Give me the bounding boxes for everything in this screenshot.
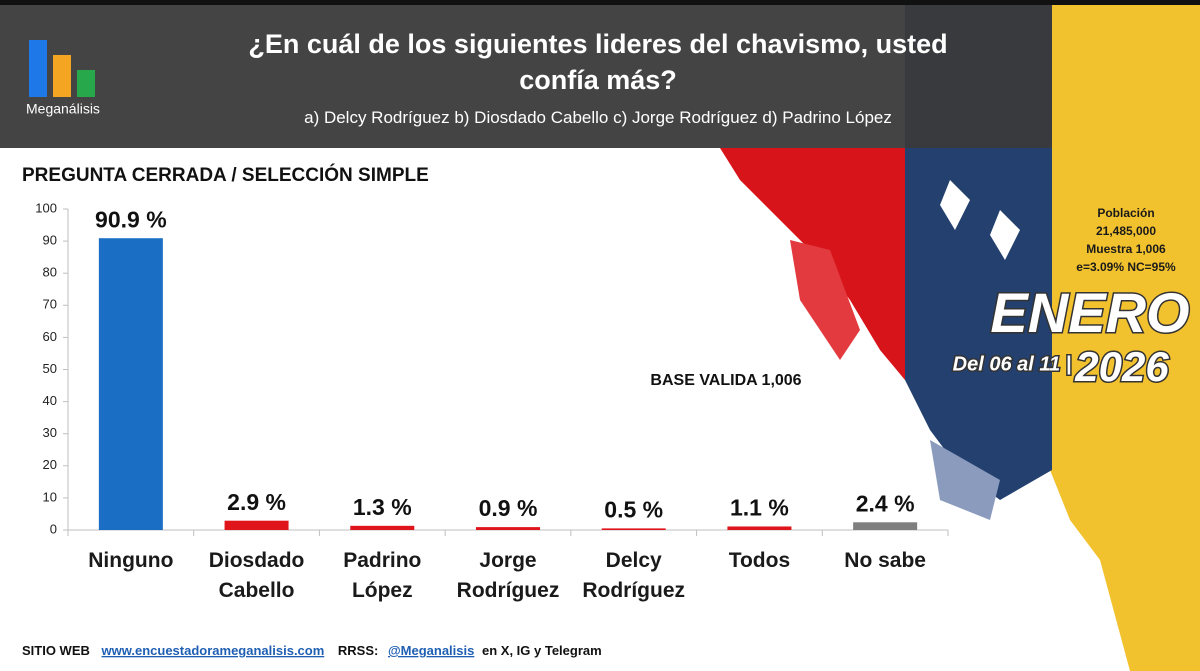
annotation: BASE VALIDA 1,006 — [650, 372, 801, 389]
value-label: 2.9 % — [227, 489, 286, 515]
bar — [727, 526, 792, 530]
y-tick-label: 100 — [35, 200, 57, 215]
x-tick-label: No sabe — [844, 549, 926, 572]
value-label: 1.3 % — [353, 494, 412, 520]
info-line: Población — [1097, 206, 1154, 220]
y-tick-label: 90 — [43, 233, 57, 248]
footer-text: en X, IG y Telegram — [482, 643, 602, 658]
bar — [350, 525, 415, 530]
period-dates: Del 06 al 11 | — [953, 353, 1072, 375]
info-line: 21,485,000 — [1096, 224, 1156, 238]
bar — [98, 238, 163, 530]
x-tick-label: Ninguno — [88, 549, 174, 572]
header-subtitle: a) Delcy Rodríguez b) Diosdado Cabello c… — [304, 108, 892, 127]
bar — [224, 520, 289, 530]
x-tick-label: Padrino López — [343, 549, 422, 602]
logo-icon — [29, 40, 95, 97]
y-tick-label: 70 — [43, 297, 57, 312]
bar — [476, 527, 540, 530]
info-line: Muestra 1,006 — [1086, 242, 1166, 256]
y-tick-label: 0 — [50, 521, 57, 536]
y-tick-label: 60 — [43, 329, 57, 344]
x-tick-label: Diosdado Cabello — [208, 549, 305, 602]
info-box: Población 21,485,000 Muestra 1,006 e=3.09% … — [1076, 206, 1176, 274]
footer: SITIO WEB www.encuestadorameganalisis.co… — [22, 643, 602, 658]
y-tick-label: 40 — [43, 393, 57, 408]
footer-link[interactable]: www.encuestadorameganalisis.com — [101, 643, 325, 658]
header-band — [0, 5, 1052, 148]
bar — [853, 522, 918, 530]
period-month: ENERO — [990, 281, 1189, 344]
value-label: 90.9 % — [95, 206, 167, 232]
y-tick-label: 30 — [43, 425, 57, 440]
x-tick-label: Jorge Rodríguez — [456, 549, 560, 602]
y-tick-label: 20 — [43, 457, 57, 472]
chart-title: PREGUNTA CERRADA / SELECCIÓN SIMPLE — [22, 164, 429, 186]
value-label: 0.5 % — [604, 496, 663, 522]
period-year: 2026 — [1074, 343, 1169, 390]
footer-label: SITIO WEB — [22, 643, 90, 658]
top-strip — [0, 0, 1200, 5]
logo-text: Meganálisis — [26, 101, 100, 117]
value-label: 0.9 % — [479, 495, 538, 521]
x-tick-label: Todos — [728, 549, 791, 572]
y-tick-label: 50 — [43, 361, 57, 376]
value-label: 2.4 % — [856, 490, 915, 516]
value-label: 1.1 % — [730, 495, 789, 521]
y-tick-label: 10 — [43, 489, 57, 504]
x-tick-label: Delcy Rodríguez — [582, 549, 686, 602]
footer-handle[interactable]: @Meganalisis — [388, 643, 474, 658]
footer-label: RRSS: — [338, 643, 378, 658]
header-title: ¿En cuál de los siguientes lideres del c… — [248, 29, 948, 95]
y-tick-label: 80 — [43, 265, 57, 280]
bar — [601, 528, 666, 530]
info-line: e=3.09% NC=95% — [1076, 260, 1176, 274]
